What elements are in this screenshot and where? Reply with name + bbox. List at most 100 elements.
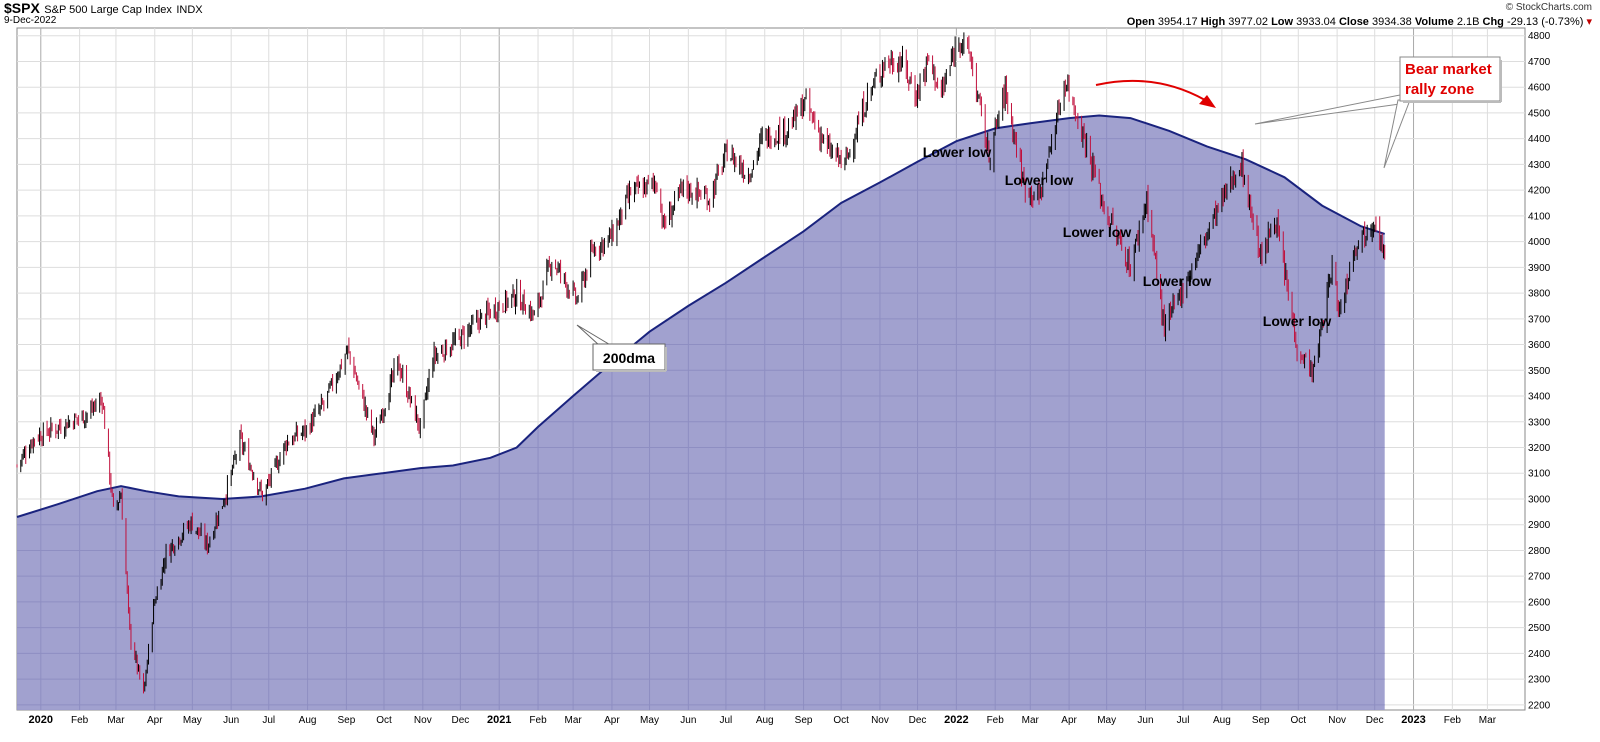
x-tick-label: 2020 xyxy=(29,714,53,726)
x-tick-label: Jul xyxy=(1177,715,1190,726)
trend-arrow xyxy=(1095,79,1216,108)
y-tick-label: 3600 xyxy=(1528,340,1551,351)
y-tick-label: 2700 xyxy=(1528,572,1551,583)
open-label: Open xyxy=(1126,16,1155,28)
x-tick-label: Oct xyxy=(833,715,849,726)
x-tick-label: Feb xyxy=(71,715,89,726)
low-value: 3933.04 xyxy=(1296,16,1336,28)
y-tick-label: 3300 xyxy=(1528,417,1551,428)
ma-callout: 200dma xyxy=(576,324,667,372)
y-tick-label: 3700 xyxy=(1528,314,1551,325)
x-tick-label: Jun xyxy=(680,715,696,726)
y-tick-label: 3200 xyxy=(1528,443,1551,454)
x-tick-label: Oct xyxy=(1291,715,1307,726)
close-label: Close xyxy=(1338,16,1369,28)
x-tick-label: Apr xyxy=(604,715,620,726)
y-tick-label: 4100 xyxy=(1528,211,1551,222)
x-tick-label: Feb xyxy=(529,715,547,726)
x-tick-label: Jul xyxy=(262,715,275,726)
y-tick-label: 2200 xyxy=(1528,700,1551,711)
y-tick-label: 4500 xyxy=(1528,108,1551,119)
y-tick-label: 2800 xyxy=(1528,546,1551,557)
y-tick-label: 4700 xyxy=(1528,57,1551,68)
lower-low-label-3: Lower low xyxy=(1063,224,1132,240)
ma-200-area xyxy=(17,115,1385,710)
y-tick-label: 4400 xyxy=(1528,134,1551,145)
y-tick-label: 4800 xyxy=(1528,31,1551,42)
x-tick-label: Feb xyxy=(987,715,1005,726)
y-tick-label: 4000 xyxy=(1528,237,1551,248)
y-tick-label: 4200 xyxy=(1528,186,1551,197)
y-tick-label: 2500 xyxy=(1528,623,1551,634)
ohlc-readout: Open 3954.17 High 3977.02 Low 3933.04 Cl… xyxy=(1127,15,1592,28)
exchange-code: INDX xyxy=(176,4,203,16)
x-tick-label: Sep xyxy=(795,715,813,726)
volume-label: Volume xyxy=(1414,16,1454,28)
y-tick-label: 3400 xyxy=(1528,392,1551,403)
y-tick-label: 3500 xyxy=(1528,366,1551,377)
lower-low-label-4: Lower low xyxy=(1143,273,1212,289)
x-tick-label: Nov xyxy=(871,715,889,726)
brand-label: © StockCharts.com xyxy=(1505,2,1592,13)
y-tick-label: 2600 xyxy=(1528,597,1551,608)
trend-arrow-head xyxy=(1199,95,1216,108)
y-tick-label: 3100 xyxy=(1528,469,1551,480)
ma-200-line xyxy=(16,114,1386,518)
x-tick-label: Nov xyxy=(414,715,432,726)
x-tick-label: Feb xyxy=(1444,715,1462,726)
x-tick-label: 2021 xyxy=(487,714,511,726)
y-tick-label: 3000 xyxy=(1528,494,1551,505)
index-name: S&P 500 Large Cap Index xyxy=(44,4,172,16)
x-tick-label: May xyxy=(1097,715,1116,726)
lower-low-label-5: Lower low xyxy=(1263,313,1332,329)
chg-value: -29.13 (-0.73%) xyxy=(1506,16,1584,28)
x-tick-label: Dec xyxy=(1366,715,1384,726)
x-tick-label: 2022 xyxy=(944,714,968,726)
x-tick-label: Dec xyxy=(451,715,469,726)
ma-callout-text: 200dma xyxy=(603,350,655,366)
volume-value: 2.1B xyxy=(1456,16,1480,28)
x-tick-label: Aug xyxy=(299,715,317,726)
x-tick-label: Sep xyxy=(338,715,356,726)
x-tick-label: Aug xyxy=(756,715,774,726)
x-tick-label: 2023 xyxy=(1401,714,1425,726)
down-triangle-icon: ▾ xyxy=(1586,16,1592,28)
trend-arrow-curve xyxy=(1095,79,1206,101)
high-label: High xyxy=(1200,16,1226,28)
x-tick-label: Nov xyxy=(1328,715,1346,726)
x-tick-label: Jun xyxy=(223,715,239,726)
x-tick-label: Oct xyxy=(376,715,392,726)
x-tick-label: May xyxy=(640,715,659,726)
lower-low-label-1: Lower low xyxy=(923,144,992,160)
y-tick-label: 2900 xyxy=(1528,520,1551,531)
y-tick-label: 2400 xyxy=(1528,649,1551,660)
x-tick-label: Apr xyxy=(147,715,163,726)
open-value: 3954.17 xyxy=(1157,16,1198,28)
price-bars xyxy=(16,32,1386,694)
rally-zone-callout: Bear market rally zone xyxy=(1254,56,1502,169)
y-tick-label: 4300 xyxy=(1528,160,1551,171)
low-label: Low xyxy=(1271,16,1294,28)
close-value: 3934.38 xyxy=(1372,16,1412,28)
x-tick-label: May xyxy=(183,715,202,726)
lower-low-label-2: Lower low xyxy=(1005,172,1074,188)
rally-zone-box xyxy=(1399,56,1501,102)
ticker-symbol: $SPX xyxy=(4,0,40,16)
x-axis-ticks: 2020 Feb Mar Apr May Jun Jul Aug Sep Oct Nov Dec 202… xyxy=(29,714,1497,726)
x-tick-label: Aug xyxy=(1213,715,1231,726)
high-value: 3977.02 xyxy=(1228,16,1269,28)
y-tick-label: 3800 xyxy=(1528,289,1551,300)
x-tick-label: Dec xyxy=(909,715,927,726)
x-tick-label: Mar xyxy=(564,715,582,726)
chg-label: Chg xyxy=(1482,16,1504,28)
x-tick-label: Mar xyxy=(107,715,125,726)
x-tick-label: Jul xyxy=(720,715,733,726)
y-tick-label: 4600 xyxy=(1528,83,1551,94)
y-tick-label: 2300 xyxy=(1528,675,1551,686)
x-tick-label: Mar xyxy=(1479,715,1497,726)
x-tick-label: Jun xyxy=(1137,715,1153,726)
rally-zone-text-1: Bear market xyxy=(1405,61,1492,78)
y-axis-ticks: 2200 2300 2400 2500 2600 2700 2800 2900 3000 3100… xyxy=(1528,31,1551,711)
x-tick-label: Mar xyxy=(1022,715,1040,726)
